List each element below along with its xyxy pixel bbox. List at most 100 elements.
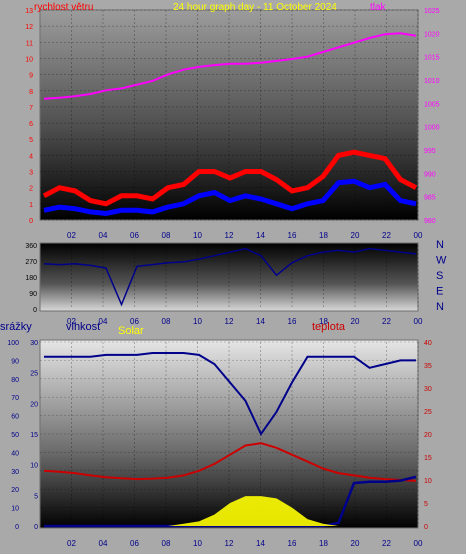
- solar-label: Solar: [118, 325, 144, 337]
- rain-tick: 30: [11, 469, 19, 476]
- compass-label: E: [436, 286, 443, 298]
- wind-speed-tick: 2: [29, 186, 33, 193]
- compass-label: W: [436, 255, 447, 267]
- panel3-x-tick: 08: [162, 539, 171, 548]
- rain-tick: 20: [11, 487, 19, 494]
- panel3-x-tick: 14: [256, 539, 265, 548]
- panel2-x-tick: 04: [99, 317, 108, 326]
- panel1-x-tick: 16: [288, 231, 297, 240]
- panel2-x-tick: 06: [130, 317, 139, 326]
- humidity-tick: 5: [34, 493, 38, 500]
- rain-tick: 80: [11, 377, 19, 384]
- humidity-tick: 10: [30, 463, 38, 470]
- pressure-tick: 1010: [424, 78, 440, 85]
- wind-speed-tick: 3: [29, 170, 33, 177]
- panel1-x-tick: 18: [319, 231, 328, 240]
- panel1-x-tick: 00: [414, 231, 423, 240]
- panel1-series-0-line: [43, 32, 417, 100]
- wind-speed-tick: 12: [25, 24, 33, 31]
- panel3-x-tick: 02: [67, 539, 76, 548]
- panel2-x-tick: 18: [319, 317, 328, 326]
- panel1-x-tick: 02: [67, 231, 76, 240]
- panel3-x-tick: 12: [225, 539, 234, 548]
- wind-direction-tick: 270: [25, 259, 37, 266]
- wind-speed-tick: 0: [29, 218, 33, 225]
- panel1-x-tick: 22: [382, 231, 391, 240]
- wind-direction-tick: 90: [29, 291, 37, 298]
- panel1-series-2-line: [43, 178, 417, 217]
- panel3-x-tick: 06: [130, 539, 139, 548]
- panel3-x-tick: 00: [414, 539, 423, 548]
- pressure-tick: 1025: [424, 8, 440, 15]
- wind-speed-tick: 7: [29, 105, 33, 112]
- pressure-tick: 995: [424, 148, 436, 155]
- rain-tick: 60: [11, 414, 19, 421]
- panel2-x-tick: 00: [414, 317, 423, 326]
- temperature-tick: 20: [424, 432, 432, 439]
- humidity-tick: 30: [30, 340, 38, 347]
- pressure-axis-label: tlak: [370, 2, 387, 13]
- pressure-tick: 1015: [424, 55, 440, 62]
- wind-speed-tick: 13: [25, 8, 33, 15]
- wind-speed-tick: 1: [29, 202, 33, 209]
- compass-label: N: [436, 301, 444, 313]
- wind-speed-tick: 11: [26, 40, 33, 47]
- panel2-x-tick: 16: [288, 317, 297, 326]
- panel1-x-tick: 14: [256, 231, 265, 240]
- panel3-x-tick: 18: [319, 539, 328, 548]
- panel3-x-tick: 10: [193, 539, 202, 548]
- humidity-line: [44, 352, 416, 436]
- humidity-tick: 15: [30, 432, 38, 439]
- panel2-x-tick: 08: [162, 317, 171, 326]
- panel1-x-tick: 12: [225, 231, 234, 240]
- panel3-x-tick: 16: [288, 539, 297, 548]
- pressure-tick: 990: [424, 171, 436, 178]
- humidity-tick: 25: [30, 371, 38, 378]
- panel1-x-tick: 20: [351, 231, 360, 240]
- temperature-tick: 10: [424, 478, 432, 485]
- panel2-x-tick: 12: [225, 317, 234, 326]
- wind-direction-tick: 0: [33, 307, 37, 314]
- panel1-x-tick: 06: [130, 231, 139, 240]
- panel2-x-tick: 02: [67, 317, 76, 326]
- compass-label: N: [436, 239, 444, 251]
- rain-tick: 40: [11, 450, 19, 457]
- panel3-x-tick: 20: [351, 539, 360, 548]
- rain-tick: 100: [7, 340, 19, 347]
- temperature-tick: 15: [424, 455, 432, 462]
- panel1-series-1-line: [42, 149, 418, 207]
- humidity-tick: 0: [34, 524, 38, 531]
- solar-area: [44, 496, 416, 526]
- wind-speed-tick: 10: [25, 56, 33, 63]
- panel2-x-tick: 14: [256, 317, 265, 326]
- pressure-tick: 985: [424, 195, 436, 202]
- temperature-tick: 5: [424, 501, 428, 508]
- panel1-x-tick: 04: [99, 231, 108, 240]
- temperature-line: [43, 442, 417, 482]
- panel1-title: 24 hour graph day - 11 October 2024: [173, 2, 337, 13]
- wind-speed-tick: 8: [29, 89, 33, 96]
- panel2-x-tick: 22: [382, 317, 391, 326]
- temperature-axis-label: teplota: [312, 321, 346, 333]
- panel2-x-tick: 10: [193, 317, 202, 326]
- wind-speed-tick: 5: [29, 137, 33, 144]
- panel3-x-tick: 04: [99, 539, 108, 548]
- wind-direction-line: [43, 247, 417, 307]
- panel1-x-tick: 10: [193, 231, 202, 240]
- wind-speed-axis-label: rychlost větru: [34, 2, 93, 13]
- compass-label: S: [436, 270, 443, 282]
- temperature-tick: 0: [424, 524, 428, 531]
- rain-tick: 10: [11, 506, 19, 513]
- panel2-x-tick: 20: [351, 317, 360, 326]
- rain-tick: 50: [11, 432, 19, 439]
- rain-tick: 70: [11, 395, 19, 402]
- temperature-tick: 40: [424, 340, 432, 347]
- wind-direction-tick: 360: [25, 243, 37, 250]
- rain-axis-label: srážky: [0, 321, 32, 333]
- wind-speed-tick: 6: [29, 121, 33, 128]
- wind-speed-tick: 4: [29, 153, 33, 160]
- rain-tick: 90: [11, 358, 19, 365]
- pressure-tick: 1000: [424, 125, 440, 132]
- wind-speed-tick: 9: [29, 73, 33, 80]
